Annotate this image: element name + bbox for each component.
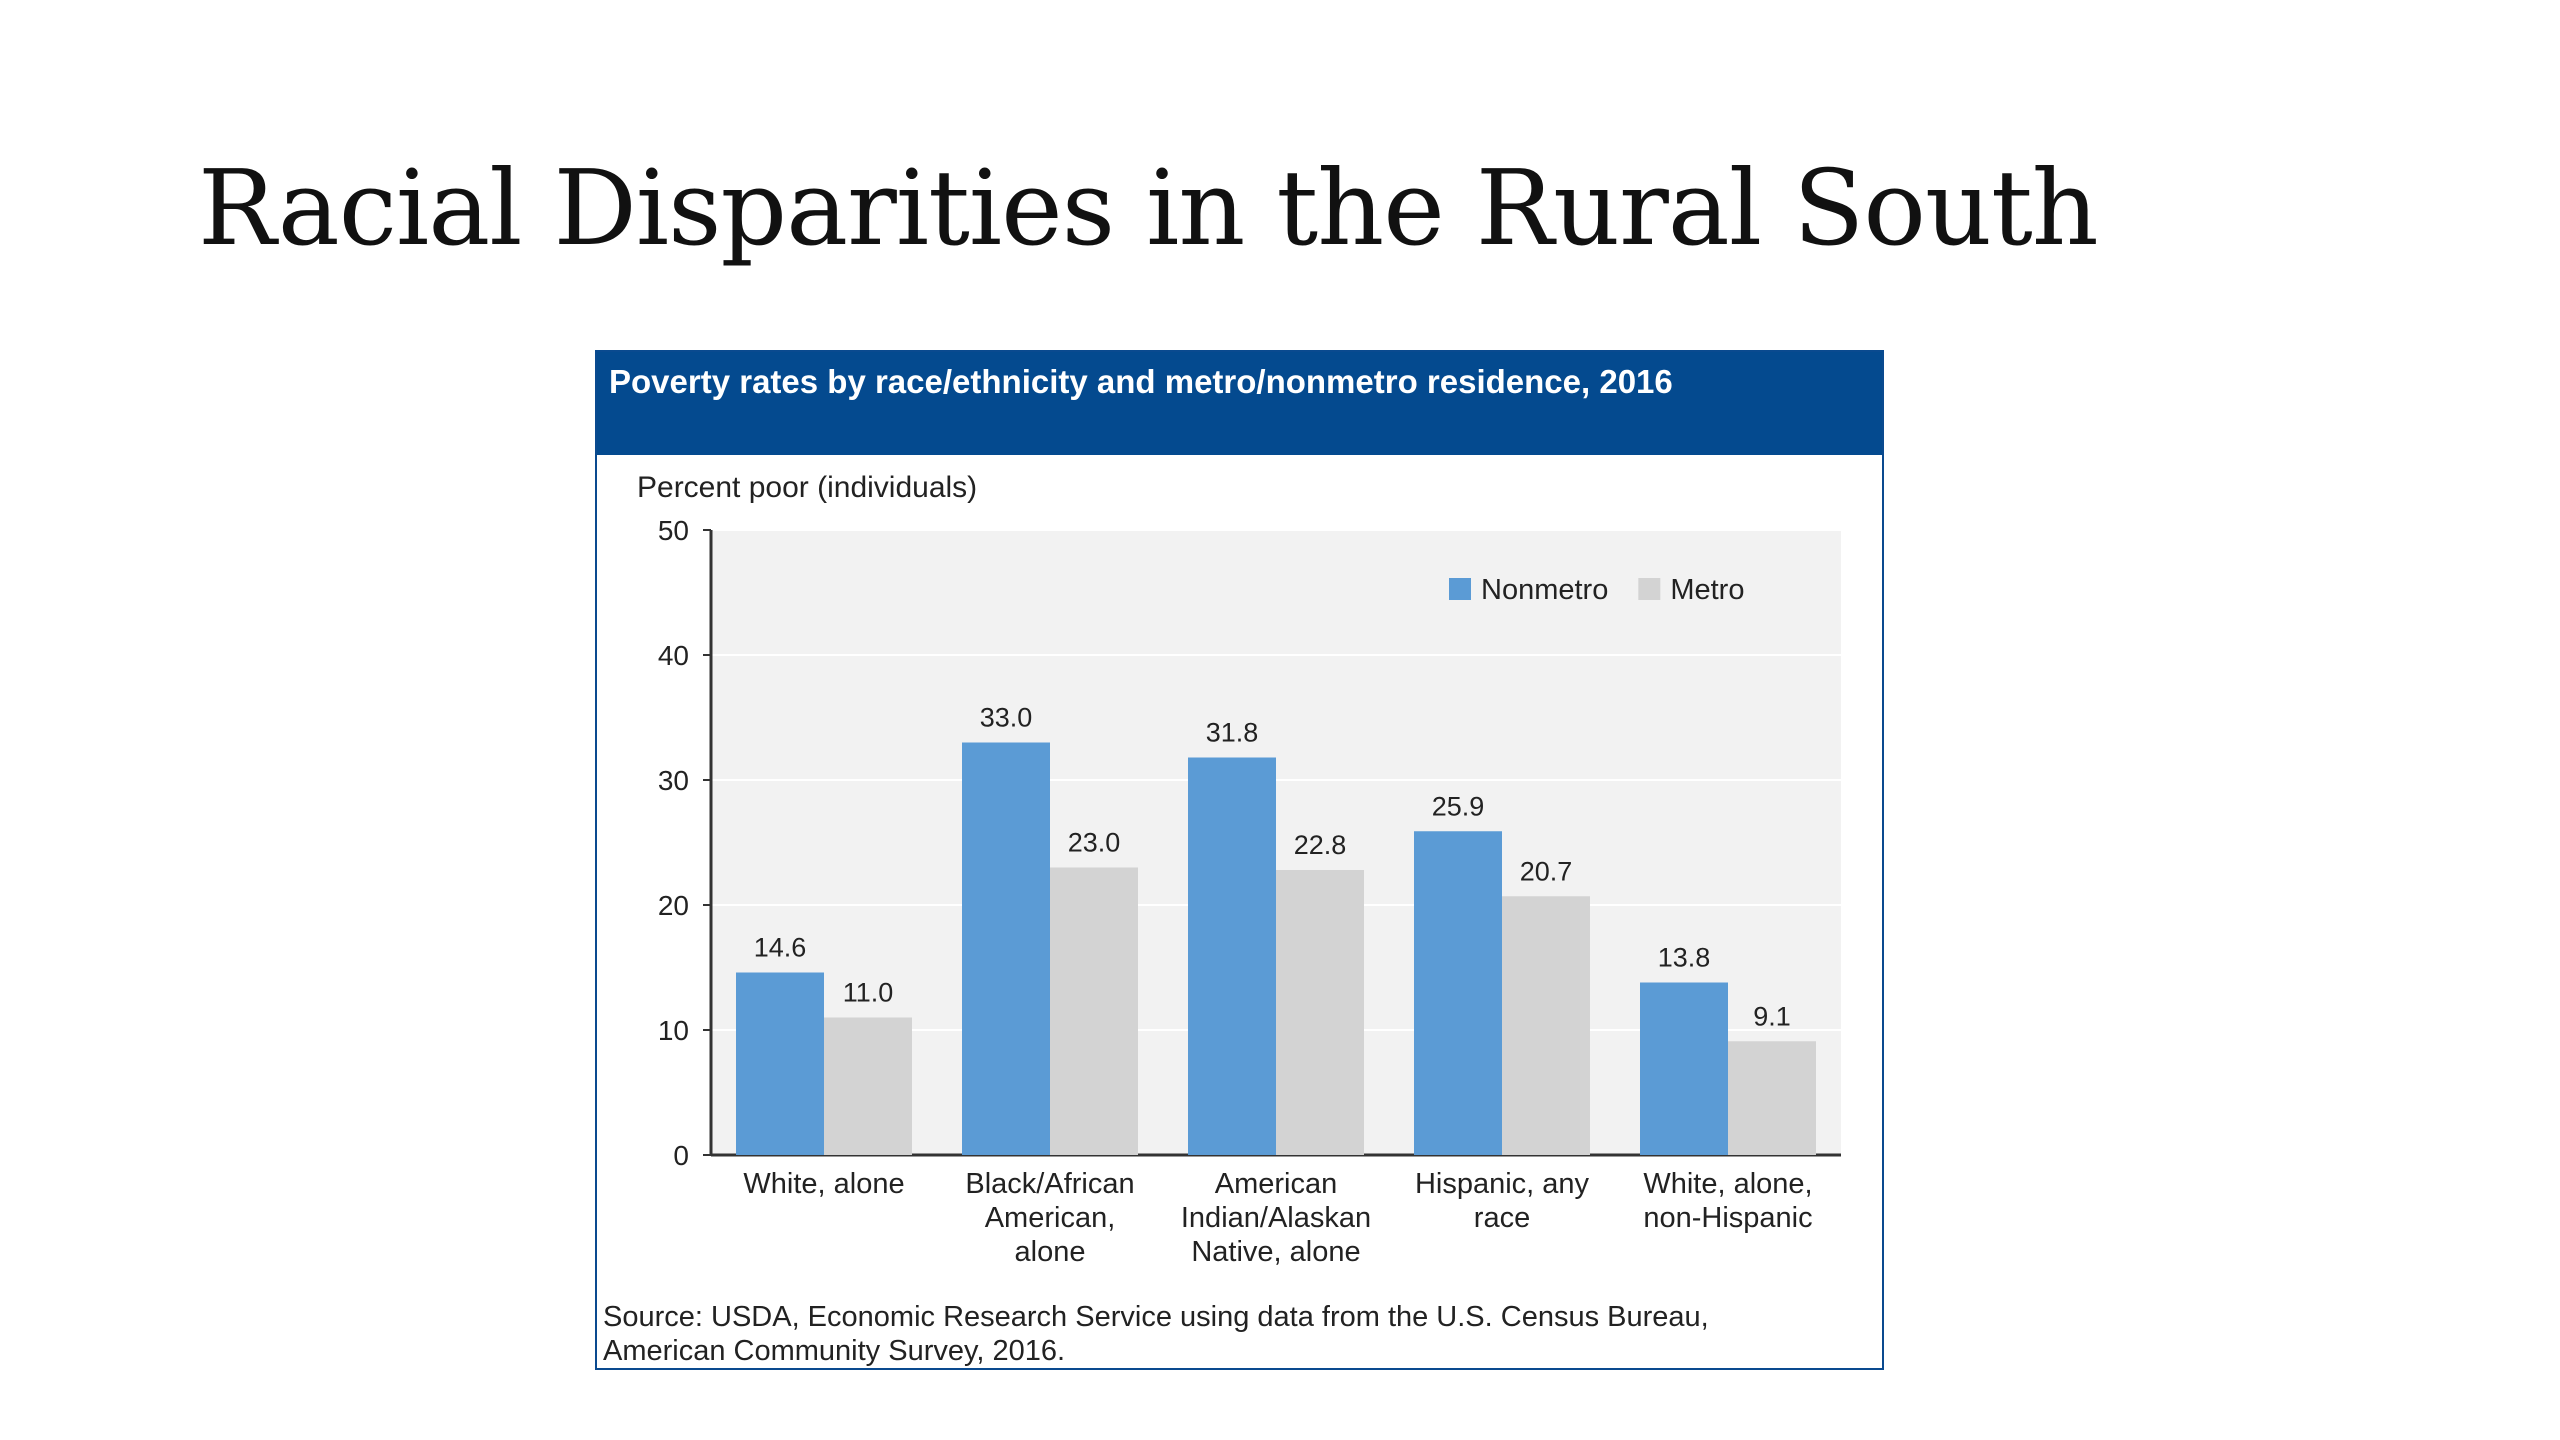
x-tick-label: Native, alone xyxy=(1191,1236,1360,1268)
x-tick-label: alone xyxy=(1015,1236,1086,1268)
slide-title: Racial Disparities in the Rural South xyxy=(198,147,2099,269)
bar-metro xyxy=(1502,896,1590,1155)
bar-metro xyxy=(1050,867,1138,1155)
bar-chart: 0 10 20 30 40 50 14.6 11.0 White, alone 33.0 23.0 B… xyxy=(658,515,1841,1268)
data-label: 13.8 xyxy=(1658,943,1711,973)
chart-figure: Poverty rates by race/ethnicity and metr… xyxy=(595,350,1884,1370)
x-tick-label: American xyxy=(1215,1168,1338,1200)
y-tick-label: 20 xyxy=(658,890,689,921)
x-tick-label: race xyxy=(1474,1202,1530,1234)
source-line-1: Source: USDA, Economic Research Service … xyxy=(603,1301,1709,1333)
source-line-2: American Community Survey, 2016. xyxy=(603,1335,1066,1367)
y-axis-label: Percent poor (individuals) xyxy=(637,471,978,504)
source-note: Source: USDA, Economic Research Service … xyxy=(603,1300,1709,1368)
y-tick-label: 50 xyxy=(658,515,689,546)
bar-metro xyxy=(1728,1041,1816,1155)
bar-nonmetro xyxy=(736,972,824,1155)
data-label: 14.6 xyxy=(754,933,807,963)
data-label: 23.0 xyxy=(1068,828,1121,858)
data-label: 33.0 xyxy=(980,703,1033,733)
data-label: 25.9 xyxy=(1432,791,1485,821)
bar-nonmetro xyxy=(1640,982,1728,1155)
data-label: 31.8 xyxy=(1206,718,1259,748)
data-label: 9.1 xyxy=(1753,1001,1791,1031)
legend-swatch-metro xyxy=(1638,578,1661,600)
y-tick-label: 10 xyxy=(658,1015,689,1046)
data-label: 11.0 xyxy=(843,978,894,1008)
y-tick-label: 30 xyxy=(658,765,689,796)
x-tick-label: Indian/Alaskan xyxy=(1181,1202,1371,1234)
x-tick-label: Hispanic, any xyxy=(1415,1168,1590,1200)
x-tick-label: White, alone, xyxy=(1643,1168,1812,1200)
bar-metro xyxy=(1276,870,1364,1155)
chart-title: Poverty rates by race/ethnicity and metr… xyxy=(609,363,1673,400)
x-tick-label: White, alone xyxy=(743,1168,904,1200)
data-label: 20.7 xyxy=(1520,856,1573,886)
data-label: 22.8 xyxy=(1294,830,1347,860)
legend-label-nonmetro: Nonmetro xyxy=(1481,574,1608,606)
bar-nonmetro xyxy=(1188,757,1276,1155)
legend-label-metro: Metro xyxy=(1670,574,1744,606)
legend-swatch-nonmetro xyxy=(1449,578,1471,600)
chart-header: Poverty rates by race/ethnicity and metr… xyxy=(597,352,1882,455)
y-tick-label: 0 xyxy=(673,1140,689,1171)
bar-nonmetro xyxy=(1414,831,1502,1155)
bar-metro xyxy=(824,1017,912,1155)
bar-nonmetro xyxy=(962,742,1050,1155)
x-tick-label: American, xyxy=(985,1202,1116,1234)
y-tick-label: 40 xyxy=(658,640,689,671)
x-tick-label: non-Hispanic xyxy=(1643,1202,1812,1234)
x-tick-label: Black/African xyxy=(965,1168,1134,1200)
